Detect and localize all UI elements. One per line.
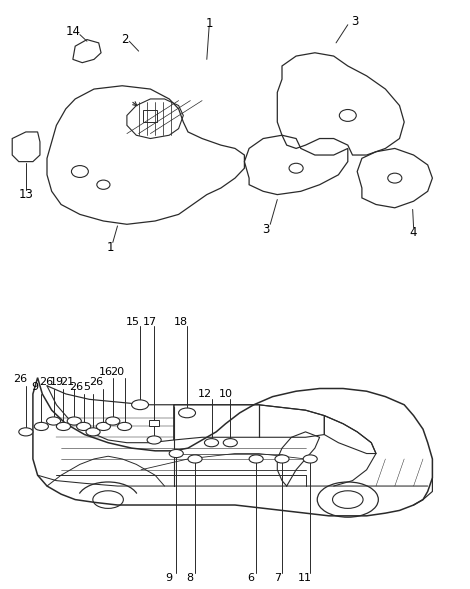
Circle shape: [77, 422, 91, 431]
Text: 13: 13: [18, 188, 33, 201]
Text: 3: 3: [262, 223, 269, 236]
Circle shape: [56, 422, 70, 431]
Text: 11: 11: [298, 573, 312, 583]
Text: 12: 12: [197, 389, 212, 399]
Text: 26: 26: [13, 374, 27, 384]
Circle shape: [169, 449, 183, 458]
Text: 26: 26: [69, 382, 83, 392]
Text: 14: 14: [65, 25, 80, 38]
Text: 20: 20: [110, 368, 125, 377]
Text: 9: 9: [165, 573, 173, 583]
Circle shape: [86, 428, 100, 436]
Text: 4: 4: [410, 226, 417, 239]
Text: 8: 8: [186, 573, 193, 583]
Circle shape: [67, 417, 81, 425]
Circle shape: [34, 422, 48, 431]
Circle shape: [96, 422, 110, 431]
Text: 7: 7: [274, 573, 281, 583]
Circle shape: [204, 439, 219, 446]
Circle shape: [132, 400, 149, 409]
Text: 26: 26: [39, 377, 53, 387]
Text: 21: 21: [60, 377, 74, 387]
Text: 3: 3: [351, 15, 359, 28]
Bar: [143, 110, 157, 122]
Text: 15: 15: [125, 317, 140, 327]
Text: 17: 17: [142, 317, 157, 327]
Text: 18: 18: [174, 317, 188, 327]
Circle shape: [118, 422, 132, 431]
Text: 19: 19: [49, 377, 63, 387]
Text: 1: 1: [205, 16, 213, 29]
Text: 5: 5: [84, 382, 90, 392]
Text: 26: 26: [89, 377, 103, 387]
Text: 6: 6: [247, 573, 254, 583]
Circle shape: [106, 417, 120, 425]
Circle shape: [223, 439, 237, 446]
Text: 9: 9: [31, 382, 39, 392]
Circle shape: [19, 428, 33, 436]
Text: 10: 10: [219, 389, 233, 399]
Circle shape: [179, 408, 196, 418]
Text: 16: 16: [99, 368, 113, 377]
Circle shape: [47, 417, 61, 425]
Bar: [149, 421, 159, 426]
Circle shape: [188, 455, 202, 463]
Circle shape: [147, 436, 161, 444]
Text: 2: 2: [121, 33, 128, 46]
Circle shape: [303, 455, 317, 463]
Text: 1: 1: [107, 241, 114, 254]
Circle shape: [275, 455, 289, 463]
Circle shape: [249, 455, 263, 463]
